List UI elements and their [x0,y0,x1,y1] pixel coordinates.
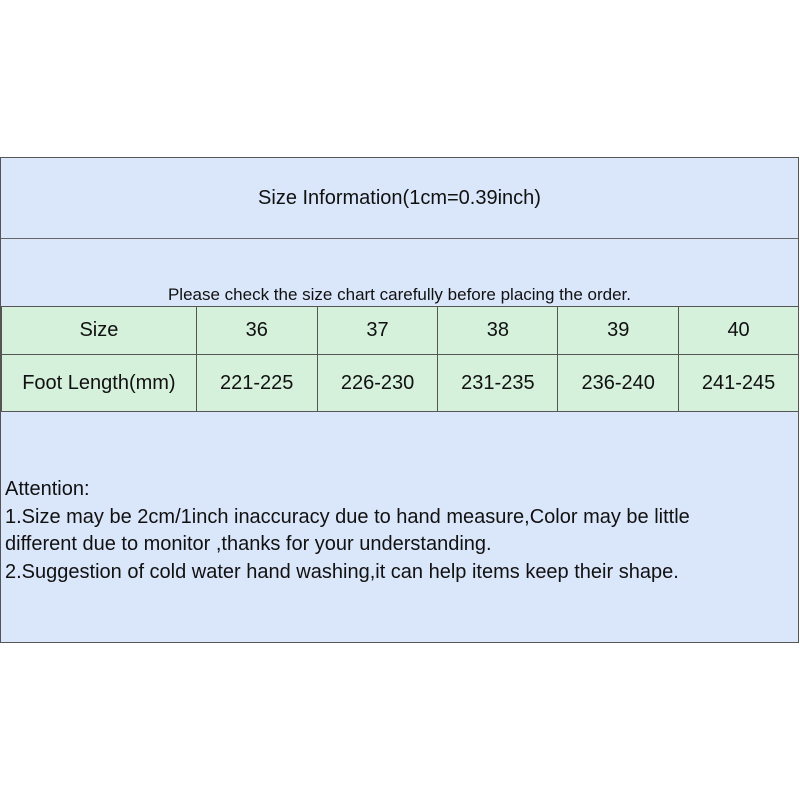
table-cell: 231-235 [437,354,559,412]
table-cell: 236-240 [557,354,680,412]
table-row: Size 36 37 38 39 40 [1,306,799,355]
title: Size Information(1cm=0.39inch) [1,158,798,239]
header-cell: Size [1,306,197,355]
header-cell: 38 [437,306,559,355]
table-cell: 226-230 [316,354,439,412]
table-row: Foot Length(mm) 221-225 226-230 231-235 … [1,354,799,412]
attention-line: Attention: [5,478,90,500]
attention-line: 2.Suggestion of cold water hand washing,… [5,560,679,583]
header-cell: 36 [195,306,318,355]
header-cell: 37 [316,306,439,355]
note: Please check the size chart carefully be… [167,285,632,304]
table-cell: 241-245 [678,354,799,412]
attention-line: different due to monitor ,thanks for you… [5,533,492,555]
attention-text: Attention: 1.Size may be 2cm/1inch inacc… [5,476,690,586]
header-cell: 39 [557,306,680,355]
size-info-panel: Size Information(1cm=0.39inch) Please ch… [0,157,799,643]
size-table: Size 36 37 38 39 40 Foot Length(mm) 221-… [1,306,799,412]
table-cell: Foot Length(mm) [1,354,197,412]
attention-line: 1.Size may be 2cm/1inch inaccuracy due t… [5,505,690,528]
table-cell: 221-225 [195,354,318,412]
header-cell: 40 [678,306,799,355]
